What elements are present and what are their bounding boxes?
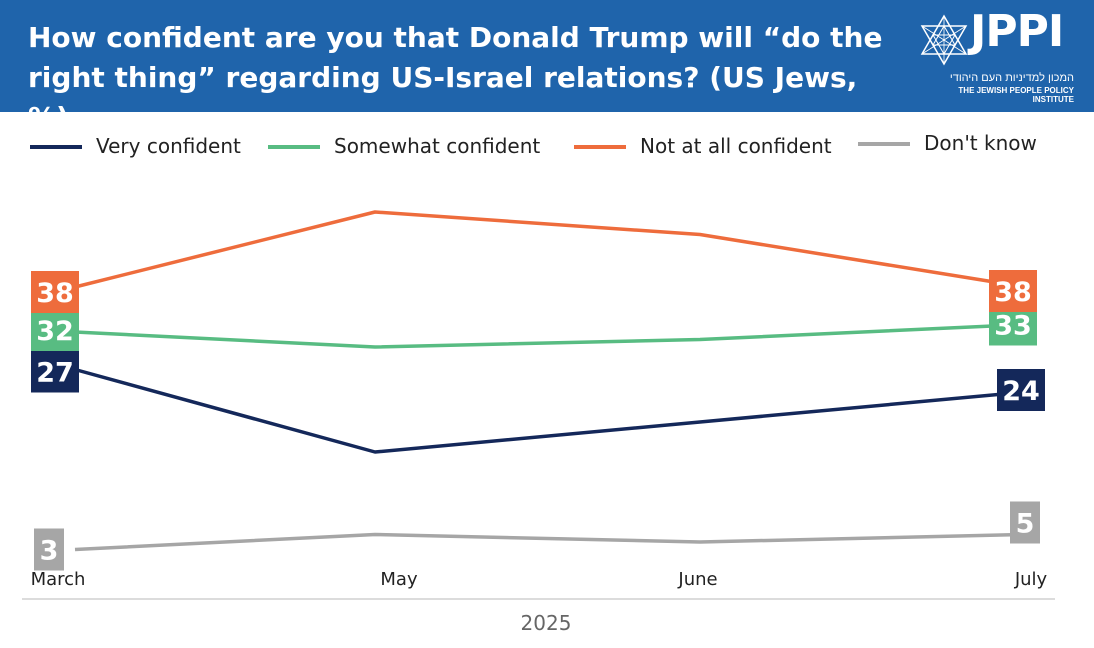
data-label-box — [989, 270, 1037, 312]
data-label-value: 38 — [36, 278, 74, 309]
data-label-value: 24 — [1002, 376, 1040, 407]
legend-label: Not at all confident — [640, 134, 832, 158]
title-line-1: How confident are you that Donald Trump … — [28, 21, 883, 54]
data-label-value: 33 — [994, 311, 1032, 342]
series-line-very-confident — [74, 367, 1026, 454]
legend-label: Don't know — [924, 131, 1037, 155]
data-label-box — [31, 309, 79, 351]
series-line-don-t-know — [74, 532, 1026, 552]
data-label-not-at-all-confident-march: 38 — [31, 271, 79, 313]
x-tick-label-march: March — [31, 569, 86, 590]
legend-swatch — [574, 145, 626, 149]
jppi-logo: JPPI המכון למדיניות העם היהודי THE JEWIS… — [918, 6, 1078, 104]
series-line-not-at-all-confident — [74, 210, 1026, 289]
x-tick-label-june: June — [677, 569, 717, 590]
legend-label: Very confident — [96, 134, 241, 158]
header-banner: How confident are you that Donald Trump … — [0, 0, 1094, 134]
x-axis-title: 2025 — [521, 611, 572, 635]
legend-label: Somewhat confident — [334, 134, 541, 158]
logo-english-name: THE JEWISH PEOPLE POLICY INSTITUTE — [958, 86, 1074, 104]
data-label-don-t-know-march: 3 — [34, 528, 64, 571]
chart-title: How confident are you that Donald Trump … — [28, 18, 888, 138]
data-label-box — [1010, 501, 1040, 544]
x-tick-label-july: July — [1014, 569, 1048, 590]
data-label-box — [31, 271, 79, 313]
data-label-very-confident-july: 24 — [997, 369, 1045, 411]
data-label-not-at-all-confident-july: 38 — [989, 270, 1037, 312]
data-label-don-t-know-july: 5 — [1010, 501, 1040, 544]
data-label-value: 5 — [1016, 509, 1035, 540]
x-tick-label-may: May — [380, 569, 418, 590]
data-label-value: 3 — [40, 536, 59, 567]
logo-wordmark: JPPI — [970, 6, 1064, 57]
data-label-value: 27 — [36, 358, 74, 389]
star-of-david-icon — [920, 14, 968, 66]
data-label-value: 38 — [994, 277, 1032, 308]
data-label-box — [34, 528, 64, 571]
legend-swatch — [268, 145, 320, 149]
legend-swatch — [30, 145, 82, 149]
series-line-somewhat-confident — [74, 322, 1026, 349]
logo-hebrew-name: המכון למדיניות העם היהודי — [949, 72, 1074, 84]
data-label-somewhat-confident-march: 32 — [31, 309, 79, 351]
data-label-value: 32 — [36, 316, 74, 347]
data-label-box — [997, 369, 1045, 411]
title-line-2: right thing” regarding US-Israel relatio… — [28, 61, 858, 134]
data-label-box — [31, 350, 79, 393]
legend-swatch — [858, 142, 910, 146]
data-label-very-confident-march: 27 — [31, 350, 79, 393]
